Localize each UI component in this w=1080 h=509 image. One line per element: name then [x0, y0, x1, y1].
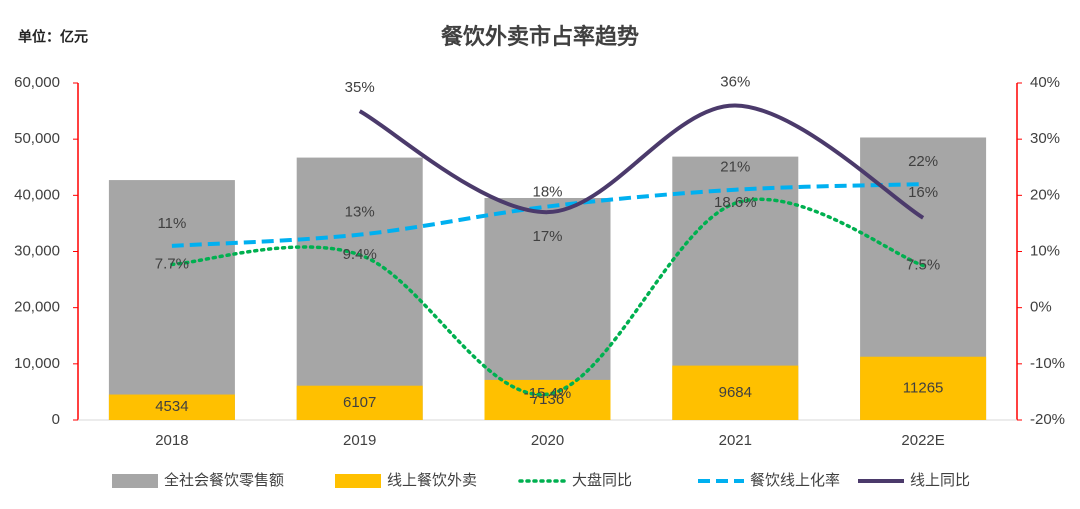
unit-label: 单位：亿元: [18, 29, 88, 45]
legend-label: 大盘同比: [572, 471, 632, 489]
bar: [484, 379, 611, 420]
y2-tick-label: 20%: [1030, 186, 1060, 203]
y2-tick-label: 10%: [1030, 242, 1060, 259]
y-tick-label: 40,000: [14, 186, 60, 203]
line-value-label: 17%: [532, 228, 562, 245]
y2-tick-label: 30%: [1030, 130, 1060, 147]
line-value-label: 36%: [720, 73, 750, 90]
x-tick-label: 2019: [343, 432, 376, 449]
y2-tick-label: -20%: [1030, 411, 1065, 428]
x-tick-label: 2022E: [901, 432, 944, 449]
bar: [108, 394, 235, 420]
line-value-label: 21%: [720, 159, 750, 176]
line: [358, 103, 925, 220]
line-value-label: 7.7%: [155, 255, 189, 272]
bar: [108, 180, 235, 420]
line: [170, 197, 925, 397]
line-value-label: 18.6%: [714, 194, 757, 211]
bar-value-label: 4534: [155, 398, 188, 415]
x-tick-label: 2018: [155, 432, 188, 449]
y-tick-label: 0: [52, 411, 60, 428]
line: [171, 182, 924, 248]
bar-value-label: 9684: [719, 384, 752, 401]
y-tick-label: 20,000: [14, 299, 60, 316]
line-value-label: 9.4%: [343, 246, 377, 263]
chart-title: 餐饮外卖市占率趋势: [441, 24, 639, 49]
legend-swatch: [335, 474, 381, 488]
line-value-label: 18%: [532, 184, 562, 201]
legend-label: 线上同比: [910, 472, 970, 489]
y2-tick-label: 40%: [1030, 74, 1060, 91]
y2-tick-label: 0%: [1030, 299, 1052, 316]
line-value-label: 13%: [345, 204, 375, 221]
line-value-label: -15.4%: [524, 385, 572, 402]
bar: [860, 356, 987, 420]
bar: [672, 365, 799, 420]
legend-swatch: [112, 474, 158, 488]
line-value-label: 11%: [157, 215, 186, 232]
legend-label: 线上餐饮外卖: [387, 472, 477, 489]
legend-label: 全社会餐饮零售额: [164, 471, 284, 489]
bar: [296, 157, 423, 420]
line-value-label: 35%: [345, 79, 375, 96]
x-tick-label: 2020: [531, 432, 564, 449]
bar: [296, 385, 423, 420]
y-tick-label: 10,000: [14, 355, 60, 372]
legend-label: 餐饮线上化率: [750, 472, 840, 489]
line-value-label: 22%: [908, 153, 938, 170]
x-tick-label: 2021: [719, 432, 752, 449]
line-value-label: 16%: [908, 184, 938, 201]
y2-tick-label: -10%: [1030, 355, 1065, 372]
line-value-label: 7.5%: [906, 257, 940, 274]
y-tick-label: 50,000: [14, 130, 60, 147]
bar-value-label: 6107: [343, 394, 376, 411]
bar-value-label: 11265: [903, 379, 944, 396]
y-tick-label: 30,000: [14, 242, 60, 259]
y-tick-label: 60,000: [14, 74, 60, 91]
